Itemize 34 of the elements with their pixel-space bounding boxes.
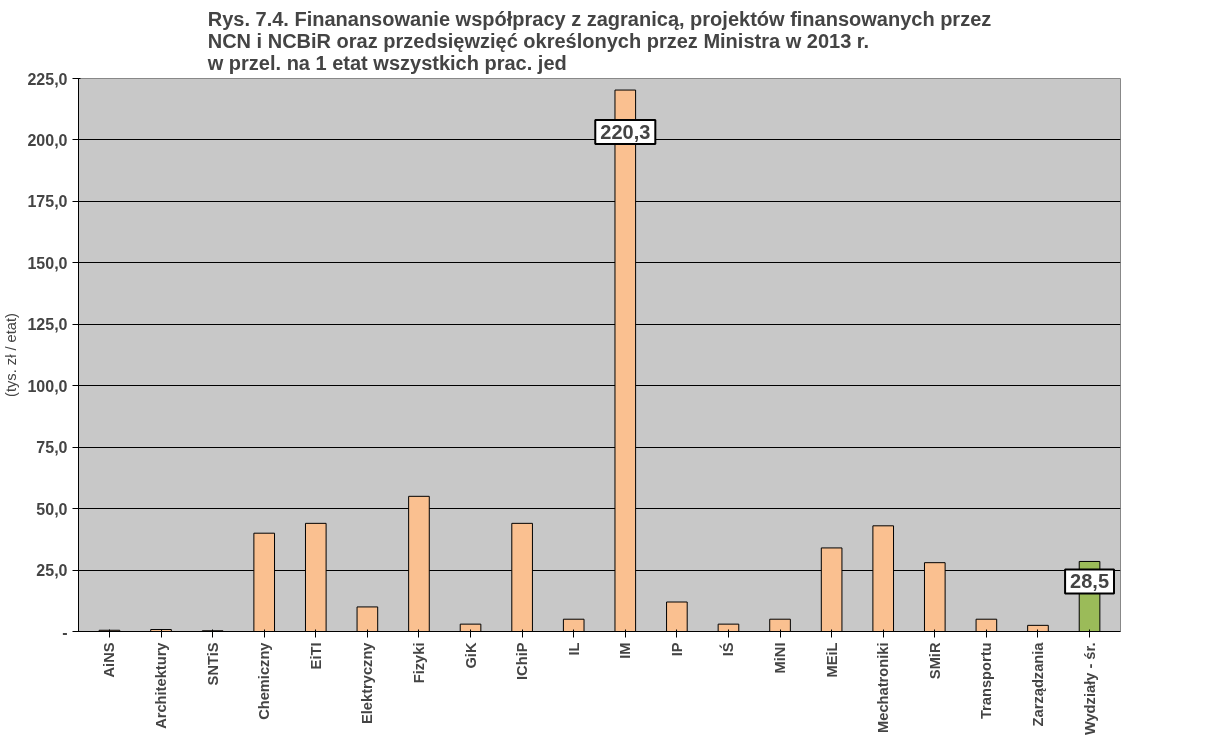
x-tick-label: Architektury xyxy=(153,641,170,729)
x-tick-label: Wydziały - śr. xyxy=(1081,642,1098,736)
x-tick-label: SNTiS xyxy=(204,642,221,686)
data-label: 28,5 xyxy=(1070,570,1110,593)
x-tick-label: IP xyxy=(668,642,685,657)
chart-title: Rys. 7.4. Finanansowanie współpracy z zagranicą, projektów finansowanych przez NCN i NCBiR oraz przedsięwzięć określonych przez Ministra w 2013 r. w przel. na 1 etat wszystkich prac. jed xyxy=(206,7,992,74)
x-tick-label: IL xyxy=(565,642,582,656)
x-tick-label: Transportu xyxy=(978,642,995,720)
x-tick-label: SMiR xyxy=(926,642,943,680)
y-tick-label: 100,0 xyxy=(27,377,68,395)
data-label: 220,3 xyxy=(600,121,651,144)
y-tick-label: - xyxy=(62,623,68,641)
x-tick-label: Chemiczny xyxy=(256,641,273,720)
x-tick-label: Mechatroniki xyxy=(875,642,892,733)
y-tick-label: 175,0 xyxy=(27,193,68,211)
y-tick-label: 150,0 xyxy=(27,254,68,272)
x-tick-label: GiK xyxy=(462,642,479,669)
x-tick-label: Elektryczny xyxy=(359,641,376,724)
y-tick-label: 50,0 xyxy=(36,500,68,518)
x-tick-label: IM xyxy=(617,642,634,659)
y-tick-label: 200,0 xyxy=(27,131,68,149)
y-tick-label: 125,0 xyxy=(27,316,68,334)
x-tick-label: EiTI xyxy=(307,642,324,670)
x-tick-label: MiNI xyxy=(772,642,789,674)
x-tick-label: IŚ xyxy=(719,642,737,657)
y-tick-label: 75,0 xyxy=(36,439,68,457)
x-tick-label: AiNS xyxy=(101,642,118,678)
y-tick-label: 225,0 xyxy=(27,70,68,88)
x-tick-label: Fizyki xyxy=(410,642,427,684)
x-tick-label: MEiL xyxy=(823,642,840,678)
y-axis-title: (tys. zł / etat) xyxy=(3,313,20,397)
x-tick-label: Zarządzania xyxy=(1029,641,1046,727)
y-tick-label: 25,0 xyxy=(36,562,68,580)
x-tick-label: IChiP xyxy=(514,642,531,680)
